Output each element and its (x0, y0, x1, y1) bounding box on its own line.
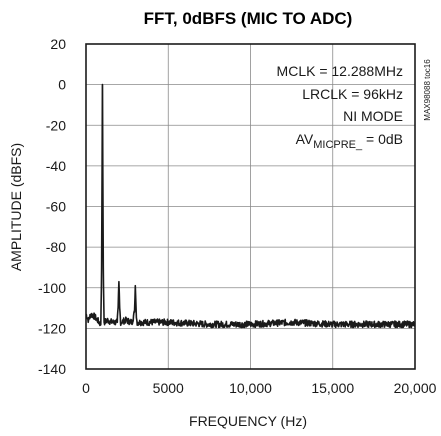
annotation-av-prefix: AV (296, 131, 314, 147)
annotation-block: MCLK = 12.288MHz LRCLK = 96kHz NI MODE A… (277, 63, 403, 151)
annotation-lrclk: LRCLK = 96kHz (302, 86, 403, 102)
y-tick-label: -60 (46, 199, 66, 215)
x-tick-label: 15,000 (311, 380, 354, 396)
figure-code: MAX98088 toc16 (423, 59, 432, 121)
y-tick-label: 0 (58, 77, 66, 93)
y-tick-label: 20 (50, 36, 66, 52)
chart-title: FFT, 0dBFS (MIC TO ADC) (144, 9, 353, 28)
x-tick-label: 5000 (153, 380, 184, 396)
y-tick-labels: 20 0 -20 -40 -60 -80 -100 -120 -140 (38, 36, 66, 377)
x-tick-label: 0 (82, 380, 90, 396)
y-tick-label: -20 (46, 117, 66, 133)
x-axis-label: FREQUENCY (Hz) (189, 413, 307, 429)
annotation-av-gain: AVMICPRE_ = 0dB (296, 131, 403, 151)
annotation-mode: NI MODE (343, 108, 403, 124)
y-axis-label: AMPLITUDE (dBFS) (8, 143, 24, 271)
x-tick-labels: 0 5000 10,000 15,000 20,000 (82, 380, 437, 396)
annotation-mclk: MCLK = 12.288MHz (277, 63, 403, 79)
y-tick-label: -140 (38, 361, 66, 377)
annotation-av-suffix: = 0dB (362, 131, 403, 147)
y-tick-label: -80 (46, 239, 66, 255)
y-tick-label: -40 (46, 158, 66, 174)
x-tick-label: 10,000 (229, 380, 272, 396)
y-tick-label: -120 (38, 320, 66, 336)
x-tick-label: 20,000 (394, 380, 437, 396)
annotation-av-subscript: MICPRE_ (313, 139, 363, 151)
y-tick-label: -100 (38, 280, 66, 296)
